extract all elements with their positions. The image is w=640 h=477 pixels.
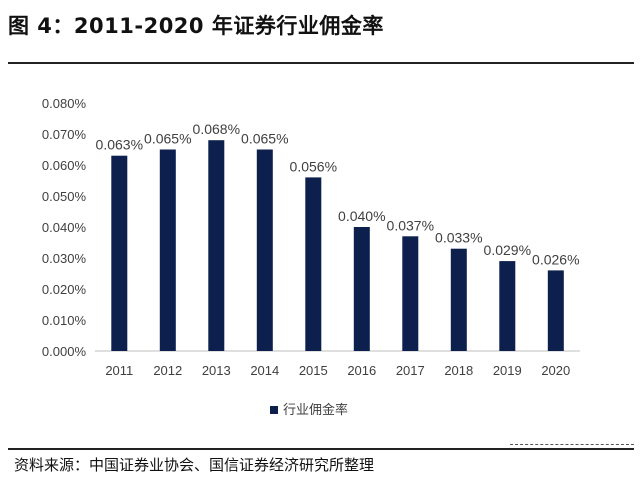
y-axis: 0.000% 0.010% 0.020% 0.030% 0.040% 0.050% 0.06… xyxy=(42,96,87,359)
x-tick-label: 2019 xyxy=(493,363,522,378)
footer-dash xyxy=(510,444,634,445)
figure-title: 图 4：2011-2020 年证券行业佣金率 xyxy=(8,14,384,38)
title-rule xyxy=(8,62,634,64)
y-tick-label: 0.060% xyxy=(42,158,87,173)
x-tick-label: 2013 xyxy=(202,363,231,378)
x-tick-label: 2014 xyxy=(250,363,279,378)
data-label-2015: 0.056% xyxy=(290,158,337,174)
x-tick-label: 2012 xyxy=(153,363,182,378)
x-tick-label: 2015 xyxy=(299,363,328,378)
bar-2014 xyxy=(256,149,273,351)
x-tick-label: 2018 xyxy=(444,363,473,378)
bar-2011 xyxy=(111,155,128,351)
legend: 行业佣金率 xyxy=(270,402,348,418)
bar-2013 xyxy=(208,140,225,351)
bar-2019 xyxy=(499,261,516,351)
y-tick-label: 0.000% xyxy=(42,344,87,359)
bar-2012 xyxy=(159,149,176,351)
data-label-2020: 0.026% xyxy=(532,251,579,267)
legend-label: 行业佣金率 xyxy=(283,402,348,418)
y-tick-label: 0.040% xyxy=(42,220,87,235)
y-tick-label: 0.030% xyxy=(42,251,87,266)
data-label-2018: 0.033% xyxy=(435,230,482,246)
y-tick-label: 0.050% xyxy=(42,189,87,204)
x-axis: 2011 2012 2013 2014 2015 2016 2017 2018 2019 2020 xyxy=(105,363,570,378)
y-tick-label: 0.010% xyxy=(42,313,87,328)
bar-2015 xyxy=(305,177,322,351)
bar-2016 xyxy=(353,227,370,351)
y-tick-label: 0.020% xyxy=(42,282,87,297)
bar-2017 xyxy=(402,236,419,351)
data-label-2017: 0.037% xyxy=(387,217,434,233)
data-label-2016: 0.040% xyxy=(338,208,385,224)
data-label-2014: 0.065% xyxy=(241,131,288,147)
bar-2020 xyxy=(547,270,564,351)
x-tick-label: 2011 xyxy=(105,363,133,378)
data-label-2012: 0.065% xyxy=(144,131,191,147)
bar-chart: 0.000% 0.010% 0.020% 0.030% 0.040% 0.050% 0.06… xyxy=(42,96,580,418)
data-label-2011: 0.063% xyxy=(96,137,143,153)
x-tick-label: 2020 xyxy=(541,363,570,378)
data-label-2019: 0.029% xyxy=(484,242,531,258)
bar-2018 xyxy=(450,248,467,351)
data-label-2013: 0.068% xyxy=(193,121,240,137)
x-tick-label: 2016 xyxy=(347,363,376,378)
y-tick-label: 0.080% xyxy=(42,96,87,111)
legend-swatch xyxy=(270,406,278,414)
source-note: 资料来源：中国证券业协会、国信证券经济研究所整理 xyxy=(14,456,375,474)
footer-rule xyxy=(8,448,634,450)
x-tick-label: 2017 xyxy=(396,363,425,378)
y-tick-label: 0.070% xyxy=(42,127,87,142)
bar-series: 0.063% 0.065%0.068%0.065%0.056%0.040%0.03… xyxy=(96,121,580,351)
